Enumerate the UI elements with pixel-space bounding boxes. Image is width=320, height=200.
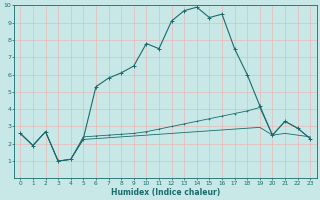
X-axis label: Humidex (Indice chaleur): Humidex (Indice chaleur): [111, 188, 220, 197]
